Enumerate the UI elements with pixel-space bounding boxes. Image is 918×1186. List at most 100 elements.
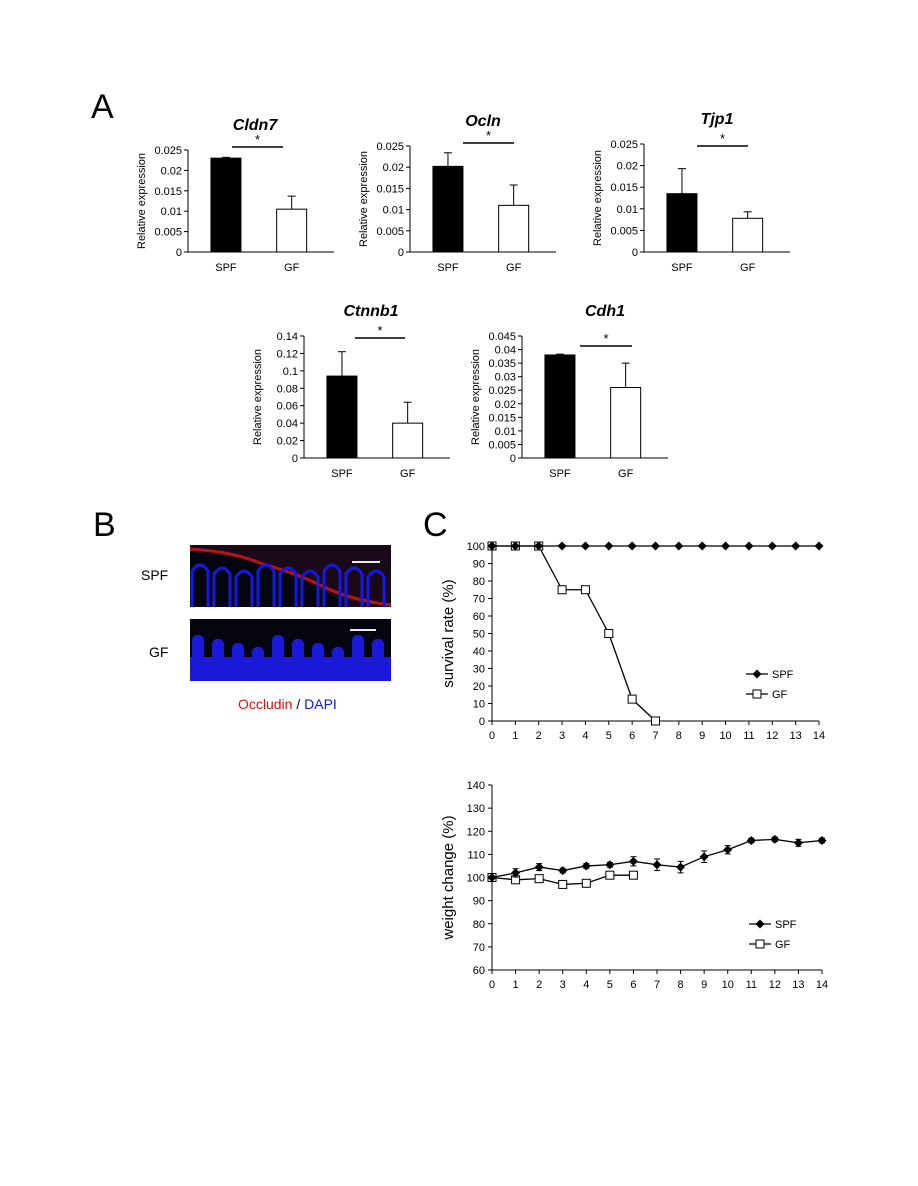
data-point — [511, 868, 521, 878]
data-point — [674, 541, 684, 551]
data-point — [721, 541, 731, 551]
panel-a-label: A — [91, 88, 114, 126]
y-tick-label: 100 — [467, 541, 485, 553]
x-tick-label: 5 — [607, 979, 613, 991]
bar-spf — [544, 354, 576, 459]
y-tick-label: 0.045 — [488, 331, 516, 343]
x-tick-label: SPF — [671, 262, 693, 274]
data-point — [627, 694, 637, 704]
data-point — [580, 541, 590, 551]
y-axis-label: Relative expression — [470, 349, 482, 445]
x-tick-label: GF — [284, 262, 300, 274]
crypt-outline — [190, 563, 210, 607]
caption-separator: / — [292, 696, 305, 712]
caption-occludin: Occludin — [238, 696, 293, 712]
data-point — [557, 541, 567, 551]
y-tick-label: 70 — [473, 594, 485, 606]
x-tick-label: 3 — [559, 730, 565, 742]
x-tick-label: 11 — [746, 979, 757, 991]
crypt-outline — [278, 566, 298, 607]
data-point — [487, 541, 497, 551]
x-tick-label: GF — [400, 468, 416, 480]
bar-chart-ctnnb1: 0 0.02 0.04 0.06 0.08 0.1 0.12 0.14 Relative exp… — [252, 303, 450, 480]
x-tick-label: 2 — [536, 730, 542, 742]
data-point — [605, 860, 615, 870]
data-point — [744, 541, 754, 551]
data-point — [814, 541, 824, 551]
micro-image-gf — [190, 619, 391, 681]
series-gf — [487, 541, 660, 726]
y-tick-label: 60 — [473, 611, 485, 623]
data-point — [746, 836, 756, 845]
x-tick-label: SPF — [331, 468, 353, 480]
crypt-outline — [212, 566, 232, 607]
y-tick-label: 80 — [473, 919, 485, 931]
data-point — [534, 874, 544, 884]
data-point — [581, 861, 591, 871]
data-point — [676, 862, 686, 872]
y-axis-label: survival rate (%) — [440, 579, 457, 687]
chart-title: Ctnnb1 — [343, 303, 398, 320]
data-point — [697, 541, 707, 551]
scale-bar — [350, 629, 376, 631]
y-tick-label: 0.005 — [488, 439, 516, 451]
significance-star: * — [720, 131, 725, 146]
bar-gf — [498, 204, 530, 253]
data-point — [604, 629, 614, 638]
caption-dapi: DAPI — [304, 696, 337, 712]
x-tick-label: 3 — [560, 979, 566, 991]
y-tick-label: 0.01 — [161, 206, 182, 218]
chart-title: Tjp1 — [701, 111, 734, 128]
y-tick-label: 0.01 — [495, 426, 516, 438]
y-tick-label: 30 — [473, 664, 485, 676]
x-tick-label: SPF — [549, 468, 571, 480]
legend-label: SPF — [772, 669, 794, 681]
data-point — [580, 585, 590, 595]
y-tick-label: 0.015 — [488, 412, 516, 424]
y-tick-label: 40 — [473, 646, 485, 658]
legend-marker — [752, 669, 762, 679]
data-point — [604, 541, 614, 551]
y-tick-label: 50 — [473, 629, 485, 641]
x-tick-label: 1 — [512, 730, 518, 742]
x-tick-label: 7 — [652, 730, 658, 742]
data-point — [817, 836, 827, 845]
x-tick-label: 0 — [489, 979, 495, 991]
x-tick-label: 1 — [513, 979, 519, 991]
data-point — [628, 870, 638, 880]
y-tick-label: 0.02 — [495, 399, 516, 411]
y-tick-label: 0.015 — [610, 182, 638, 194]
y-tick-label: 0.08 — [277, 383, 298, 395]
y-tick-label: 0.015 — [154, 186, 182, 198]
micro-image-spf — [190, 545, 391, 607]
y-tick-label: 90 — [473, 559, 485, 571]
bar-chart-tjp1: 0 0.005 0.01 0.015 0.02 0.025 Relative express… — [592, 111, 790, 274]
y-tick-label: 0.005 — [376, 226, 404, 238]
y-tick-label: 0 — [510, 453, 516, 465]
y-tick-label: 0 — [176, 247, 182, 259]
x-tick-label: 9 — [701, 979, 707, 991]
series-spf — [487, 541, 824, 551]
data-point — [699, 852, 709, 862]
bar-spf — [432, 165, 464, 253]
crypt-outline — [256, 563, 276, 607]
y-tick-label: 0.01 — [383, 205, 404, 217]
data-point — [605, 870, 615, 880]
x-tick-label: 12 — [766, 730, 778, 742]
x-tick-label: 14 — [813, 730, 825, 742]
series-line — [491, 838, 823, 879]
data-point — [651, 541, 660, 551]
bar-chart-ocln: 0 0.005 0.01 0.015 0.02 0.025 Relative express… — [358, 113, 556, 274]
data-point — [534, 862, 544, 872]
x-tick-label: 11 — [743, 730, 754, 742]
micro-label-spf: SPF — [141, 567, 169, 583]
y-tick-label: 0.06 — [277, 401, 298, 413]
y-tick-label: 0.005 — [610, 225, 638, 237]
x-tick-label: 5 — [606, 730, 612, 742]
x-tick-label: 13 — [792, 979, 804, 991]
y-tick-label: 0.025 — [154, 145, 182, 157]
x-tick-label: 7 — [654, 979, 660, 991]
